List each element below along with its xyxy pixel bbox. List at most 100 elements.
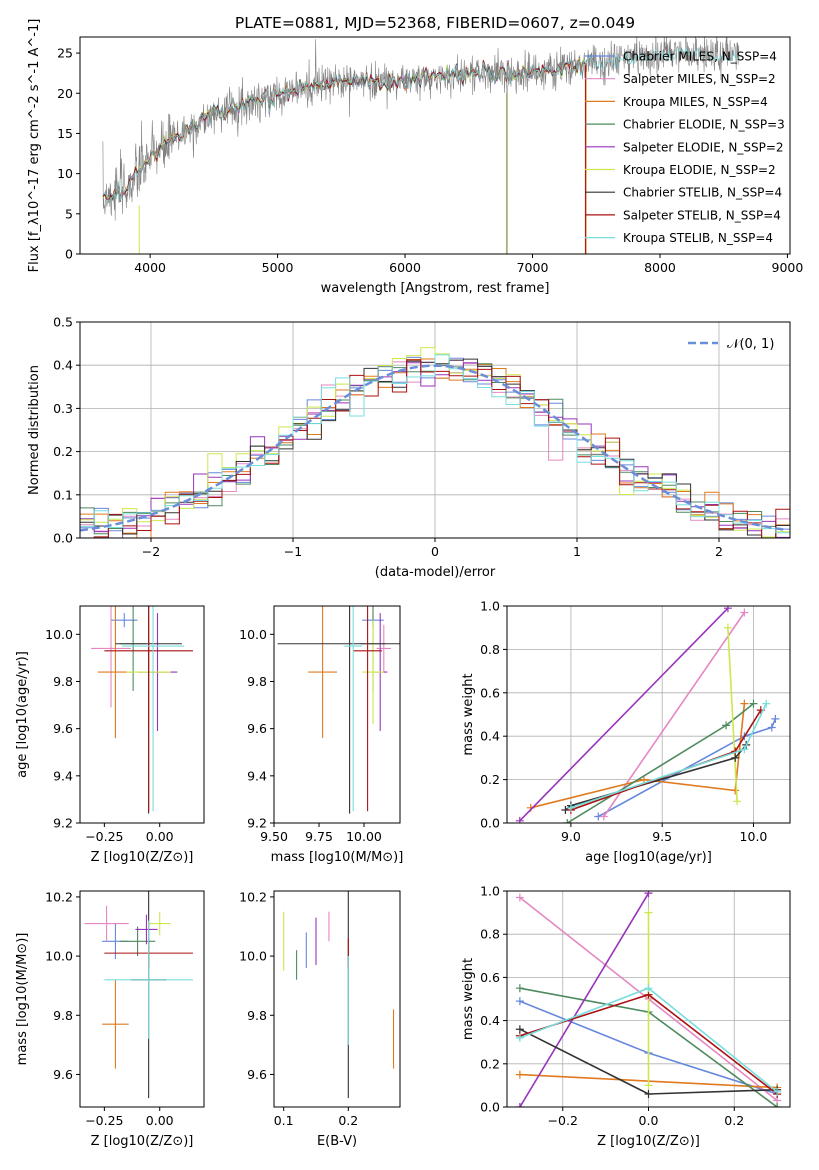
axes-2: −2 −1 0 1 2 0.0 0.1 0.2 0.3 0.4 0.5 (data-model)/er… xyxy=(27,315,791,580)
legend: 𝒩(0, 1) xyxy=(688,337,774,352)
error-bar-point xyxy=(122,606,185,812)
x-tick-label: 0.00 xyxy=(146,829,174,844)
legend-label: Salpeter STELIB, N_SSP=4 xyxy=(623,208,781,222)
y-tick-label: 25 xyxy=(57,46,73,61)
series-line xyxy=(530,703,746,809)
series-marker xyxy=(515,984,524,993)
mass-weight-series xyxy=(563,699,758,823)
series-marker xyxy=(733,797,742,806)
x-tick-label: 10.0 xyxy=(740,829,768,844)
series-line xyxy=(519,892,650,1107)
legend-label: Chabrier MILES, N_SSP=4 xyxy=(623,50,777,64)
series-line xyxy=(603,612,746,817)
series-marker xyxy=(722,721,731,730)
x-axis-label: E(B-V) xyxy=(317,1134,357,1149)
series-marker xyxy=(723,606,732,613)
series-marker xyxy=(773,1103,782,1107)
series-marker xyxy=(515,1070,524,1079)
error-bar-point xyxy=(148,911,171,936)
mass-weight-series xyxy=(515,606,732,823)
y-tick-label: 0 xyxy=(65,247,73,262)
x-tick-label: −0.2 xyxy=(548,1113,578,1128)
plot-area xyxy=(507,891,790,1107)
y-tick-label: 5 xyxy=(65,206,73,221)
axes-4: 9.50 9.75 10.00 9.2 9.4 9.6 9.8 10.0 mass [log10… xyxy=(239,605,403,865)
y-tick-label: 0.4 xyxy=(53,358,73,373)
error-bar-point xyxy=(344,606,363,812)
y-axis-label: Normed distribution xyxy=(27,365,42,495)
y-tick-label: 0.4 xyxy=(480,729,500,744)
error-bar-point xyxy=(277,606,400,814)
x-axis-label: Z [log10(Z/Z⊙)] xyxy=(597,1134,700,1149)
residual-histogram xyxy=(80,362,790,538)
y-axis-label: mass weight xyxy=(461,673,476,755)
y-tick-label: 1.0 xyxy=(480,884,500,899)
y-tick-label: 9.2 xyxy=(53,816,73,831)
mass-weight-series xyxy=(526,699,749,812)
x-tick-label: 6000 xyxy=(389,260,421,275)
y-tick-label: 0.0 xyxy=(53,531,73,546)
plot-area xyxy=(277,606,400,814)
x-tick-label: 0.1 xyxy=(274,1113,294,1128)
legend-label: Chabrier ELODIE, N_SSP=3 xyxy=(623,118,785,132)
axes-frame xyxy=(273,605,401,824)
x-axis-label: wavelength [Angstrom, rest frame] xyxy=(321,281,550,296)
legend-label: Salpeter MILES, N_SSP=2 xyxy=(623,72,776,86)
x-tick-label: −2 xyxy=(142,544,160,559)
y-tick-label: 9.2 xyxy=(247,816,267,831)
error-bar-point xyxy=(135,914,158,945)
x-tick-label: 4000 xyxy=(134,260,166,275)
x-tick-label: 10.00 xyxy=(346,829,382,844)
y-tick-label: 10.0 xyxy=(45,949,73,964)
y-axis-label: mass [log10(M/M⊙)] xyxy=(15,933,30,1066)
x-tick-label: 0 xyxy=(431,544,439,559)
axes-7: 0.1 0.2 9.6 9.8 10.0 10.2 E(B-V) xyxy=(239,889,401,1149)
error-bar-point xyxy=(104,920,193,1039)
x-axis-label: (data-model)/error xyxy=(375,565,496,580)
x-axis-label: Z [log10(Z/Z⊙)] xyxy=(91,850,194,865)
series-marker xyxy=(563,819,572,823)
axes-5: 9.0 9.5 10.0 0.0 0.2 0.4 0.6 0.8 1.0 age [log10(a… xyxy=(461,599,791,865)
series-line xyxy=(727,627,738,802)
series-marker xyxy=(599,812,608,821)
y-tick-label: 15 xyxy=(57,126,73,141)
mass-weight-series xyxy=(594,714,780,821)
y-tick-label: 0.5 xyxy=(53,315,73,330)
y-tick-label: 0.6 xyxy=(480,970,500,985)
series-line xyxy=(597,718,777,818)
axes-frame xyxy=(79,36,791,255)
plot-area xyxy=(507,606,790,823)
error-bar-point xyxy=(104,606,193,812)
model-spectrum-line xyxy=(102,46,739,203)
mass-weight-series xyxy=(566,699,771,812)
axes-8: −0.2 0.0 0.2 0.0 0.2 0.4 0.6 0.8 1.0 Z [log10(Z/Z… xyxy=(461,884,791,1149)
series-marker xyxy=(723,623,732,632)
plot-area xyxy=(91,606,193,814)
y-tick-label: 1.0 xyxy=(480,599,500,614)
y-tick-label: 9.6 xyxy=(247,1067,267,1082)
x-tick-label: 2 xyxy=(715,544,723,559)
x-tick-label: 5000 xyxy=(262,260,294,275)
normal-curve xyxy=(80,364,788,532)
y-tick-label: 0.4 xyxy=(480,1013,500,1028)
y-tick-label: 0.1 xyxy=(53,487,73,502)
y-tick-label: 0.2 xyxy=(480,1056,500,1071)
series-marker xyxy=(762,699,771,708)
x-tick-label: −0.25 xyxy=(85,829,123,844)
y-tick-label: 9.6 xyxy=(53,1067,73,1082)
model-spectrum-line xyxy=(102,58,585,202)
x-tick-label: 9.50 xyxy=(260,829,288,844)
plot-area xyxy=(102,37,740,254)
x-axis-label: Z [log10(Z/Z⊙)] xyxy=(91,1134,194,1149)
error-bar-point xyxy=(376,624,391,673)
error-bar-point xyxy=(308,606,337,739)
x-tick-label: 0.00 xyxy=(146,1113,174,1128)
series-marker xyxy=(644,1090,653,1099)
series-marker xyxy=(749,699,758,708)
y-tick-label: 9.8 xyxy=(247,1008,267,1023)
y-axis-label: mass weight xyxy=(461,958,476,1040)
series-marker xyxy=(740,608,749,617)
series-marker xyxy=(566,803,575,812)
y-tick-label: 10.0 xyxy=(239,627,267,642)
